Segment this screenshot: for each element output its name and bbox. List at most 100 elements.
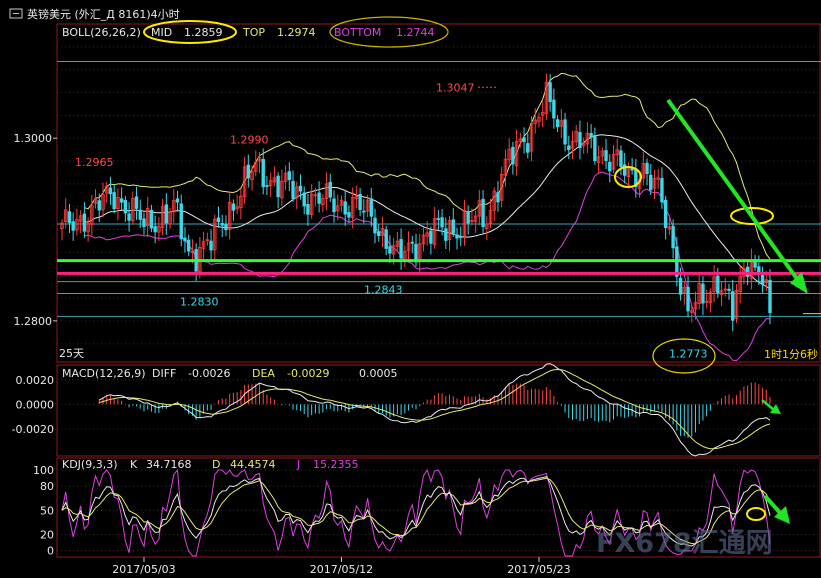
candle-body — [116, 196, 120, 210]
macd-y-axis: 0.0020 0.0000 -0.0020 — [12, 374, 54, 436]
macd-dea-value: -0.0029 — [287, 367, 329, 380]
candle-body — [67, 211, 72, 224]
kdj-y-tick-label: 50 — [40, 504, 54, 517]
candle-body — [593, 135, 597, 162]
candle-body — [291, 180, 295, 199]
candle-body — [60, 222, 64, 229]
kdj-arrow-head — [774, 506, 790, 524]
candle-body — [350, 197, 355, 219]
kdj-lines — [61, 468, 771, 557]
candle-body — [101, 194, 105, 211]
macd-name: MACD(12,26,9) — [62, 367, 146, 380]
candle-body — [86, 223, 90, 233]
candle-body — [127, 213, 131, 221]
window-menu-icon[interactable] — [9, 8, 23, 19]
candle-body — [157, 225, 161, 233]
macd-arrow-head — [770, 404, 781, 414]
kdj-d-value: 44.4574 — [230, 458, 276, 471]
candle-body — [488, 210, 493, 224]
kdj-j-value: 15.2355 — [313, 458, 359, 471]
candle-body — [451, 219, 455, 234]
candle-body — [552, 99, 556, 119]
candle-body — [421, 234, 426, 245]
candle-body — [160, 206, 165, 228]
candle-body — [149, 209, 154, 229]
candle-body — [250, 171, 254, 180]
candle-body — [324, 183, 329, 200]
x-tick-label: 2017/05/23 — [507, 563, 570, 576]
candle-body — [276, 175, 280, 198]
candle-body — [309, 193, 314, 215]
candle-body — [257, 157, 262, 162]
macd-grid — [57, 379, 821, 430]
kdj-k-value: 34.7168 — [146, 458, 192, 471]
macd-arrow-shaft — [761, 399, 775, 411]
panel-frame-1 — [56, 364, 821, 457]
macd-diff-value: -0.0026 — [188, 367, 230, 380]
candle-body — [142, 218, 146, 227]
candle-body — [481, 198, 485, 228]
highlight-circle-kdj — [746, 507, 766, 521]
candle-body — [112, 192, 116, 210]
candle-body — [172, 199, 176, 213]
macd-lines — [99, 363, 771, 457]
candle-body — [216, 217, 221, 223]
candle-body — [678, 277, 683, 295]
candle-body — [455, 234, 459, 239]
x-tick-label: 2017/05/12 — [310, 563, 373, 576]
candle-body — [745, 266, 750, 277]
candle-body — [537, 116, 541, 122]
kdj-j-label: J — [296, 458, 300, 471]
kdj-d-line — [61, 477, 771, 545]
candle-body — [328, 181, 332, 198]
countdown-label: 1时1分6秒 — [764, 347, 818, 361]
candle-body — [611, 153, 616, 170]
candle-body — [272, 177, 277, 183]
candle-body — [559, 120, 564, 127]
candle-body — [492, 190, 496, 211]
candle-body — [190, 250, 195, 254]
kdj-y-axis: 100 80 50 20 0 — [33, 464, 54, 557]
candle-body — [589, 133, 593, 138]
candle-body — [574, 130, 578, 143]
candle-body — [563, 119, 567, 145]
candle-body — [473, 215, 478, 223]
candle-body — [64, 209, 68, 223]
candle-body — [764, 279, 768, 284]
price-annotation-5: 1.2773 — [669, 348, 708, 361]
candle-body — [682, 286, 686, 294]
candle-body — [406, 242, 411, 252]
candle-body — [365, 199, 370, 212]
candle-body — [209, 240, 213, 251]
candle-body — [388, 246, 392, 254]
kdj-d-label: D — [212, 458, 220, 471]
candle-body — [231, 203, 236, 211]
candle-body — [175, 198, 180, 203]
candle-body — [690, 310, 694, 313]
candle-body — [615, 149, 619, 156]
candle-body — [306, 204, 310, 215]
candle-body — [339, 199, 344, 206]
candle-body — [663, 199, 668, 228]
candle-body — [459, 236, 463, 238]
candle-body — [470, 220, 474, 222]
macd-y-tick-label: -0.0020 — [12, 423, 54, 436]
x-axis: 2017/05/03 2017/05/12 2017/05/23 — [112, 557, 571, 576]
kdj-grid — [57, 469, 821, 552]
candle-body — [186, 239, 191, 252]
candle-body — [391, 245, 396, 255]
candle-body — [660, 178, 664, 203]
kdj-k-label: K — [130, 458, 138, 471]
candle-body — [268, 180, 273, 187]
candle-body — [82, 213, 87, 232]
highlight-circle-mid — [143, 20, 237, 44]
candle-body — [254, 161, 258, 172]
candle-body — [227, 202, 232, 230]
boll-top-value: 1.2974 — [277, 26, 316, 39]
candle-body — [514, 141, 519, 166]
candle-body — [146, 208, 150, 227]
candle-body — [183, 237, 187, 242]
candle-body — [75, 219, 79, 231]
candle-body — [265, 185, 269, 187]
candle-body — [656, 177, 660, 180]
